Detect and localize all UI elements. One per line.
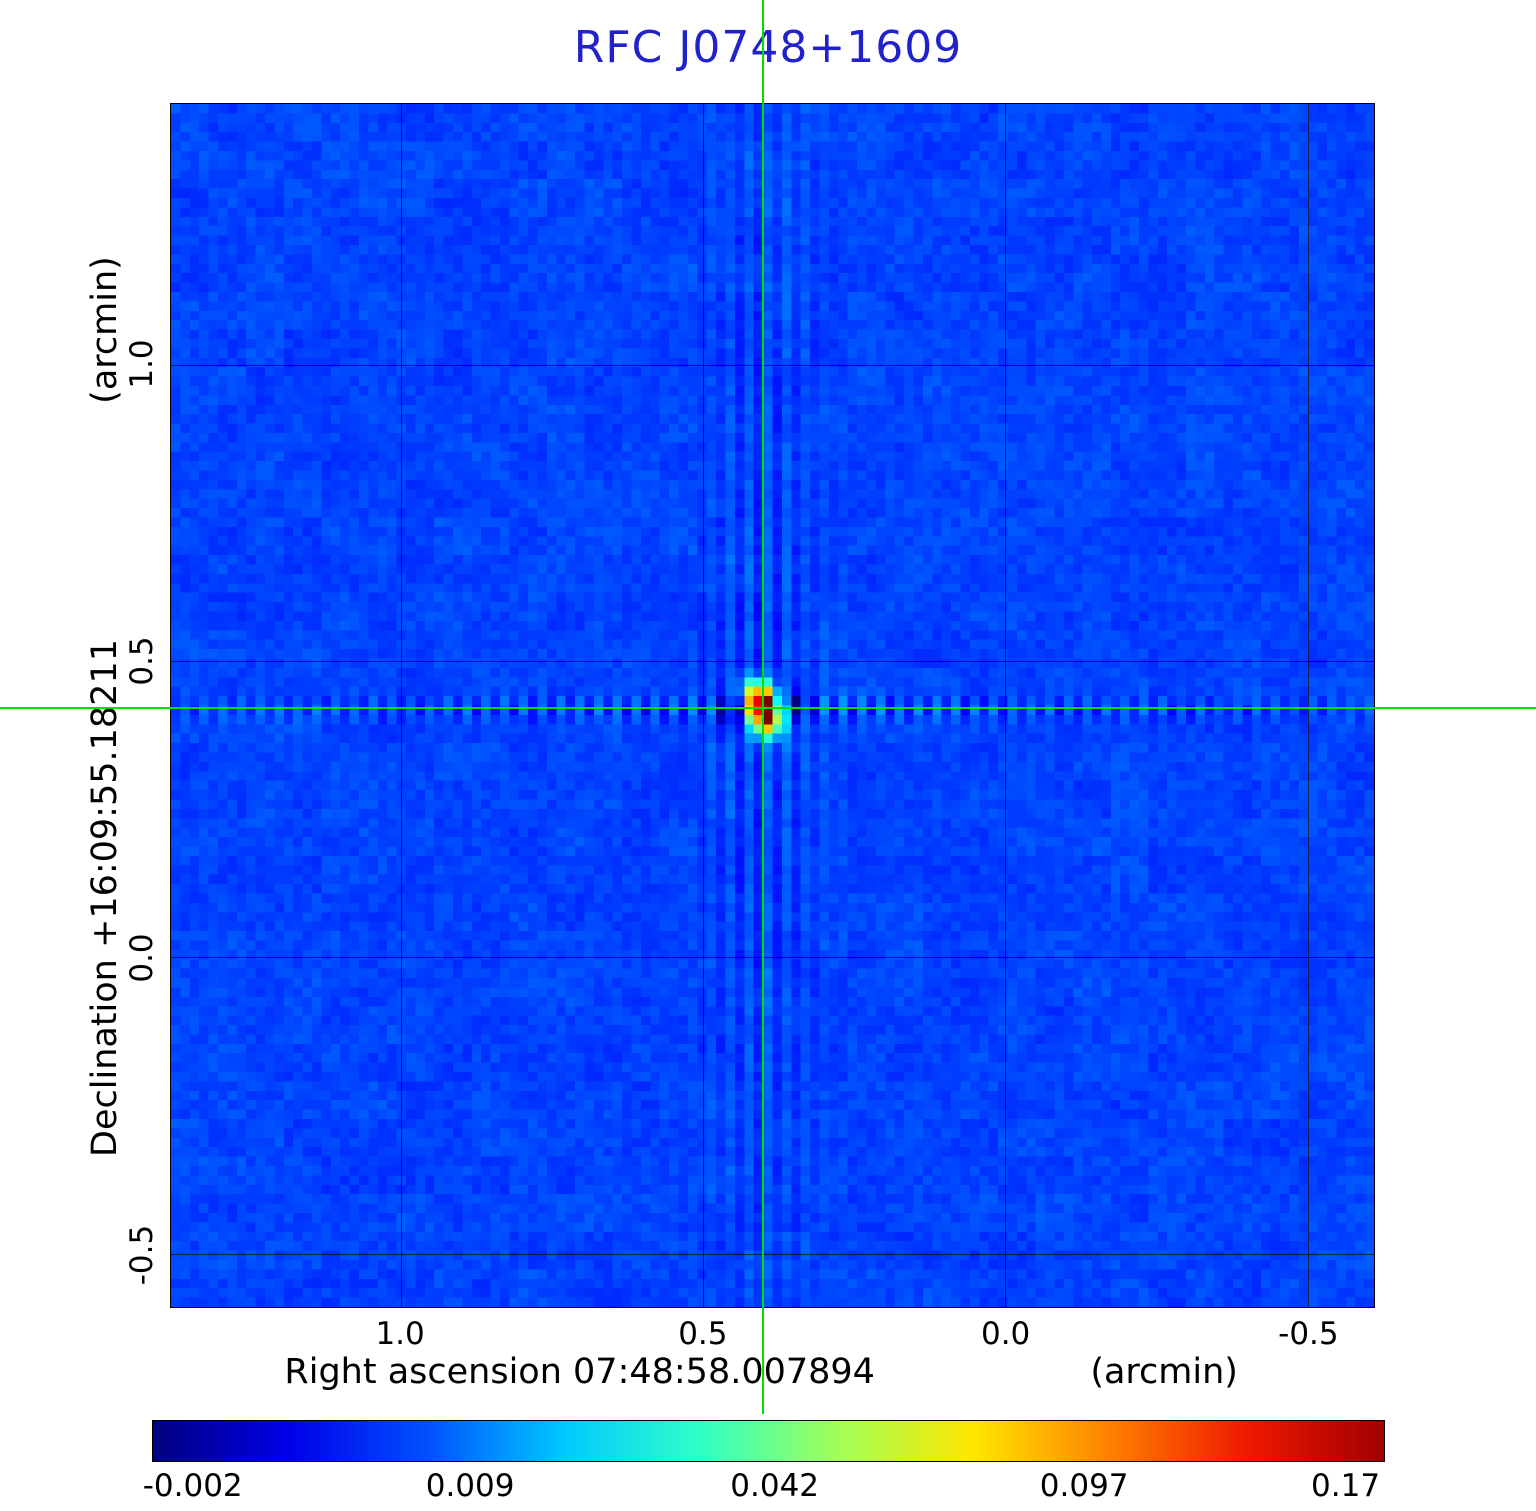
y-tick-label: 0.5 xyxy=(124,636,160,686)
x-tick-label: 0.0 xyxy=(980,1316,1031,1352)
radio-map-canvas xyxy=(171,104,1374,1307)
y-tick-labels: 1.0 0.5 0.0 -0.5 xyxy=(120,103,164,1308)
colorbar-tick-labels: -0.002 0.009 0.042 0.097 0.17 xyxy=(143,1468,1385,1506)
y-tick-label: 0.0 xyxy=(124,933,160,983)
x-tick-label: 1.0 xyxy=(375,1316,425,1352)
y-tick-label: -0.5 xyxy=(124,1224,160,1285)
x-tick-label: -0.5 xyxy=(1278,1316,1339,1352)
colorbar-tick-label: 0.009 xyxy=(425,1468,515,1504)
crosshair-horizontal-line xyxy=(0,707,1536,710)
chart-title: RFC J0748+1609 xyxy=(573,22,963,73)
x-axis-title: Right ascension 07:48:58.007894 xyxy=(284,1352,875,1392)
x-axis-label: Right ascension 07:48:58.007894 (arcmin) xyxy=(170,1352,1375,1398)
gridline-vertical xyxy=(1307,104,1309,1307)
y-axis-title: Declination +16:09:55.18211 xyxy=(85,639,125,1158)
x-tick-label: 0.5 xyxy=(678,1316,728,1352)
colorbar-tick-label: 0.097 xyxy=(1039,1468,1129,1504)
y-axis-unit: (arcmin) xyxy=(85,255,125,404)
gridline-horizontal xyxy=(171,364,1374,366)
crosshair-vertical-line xyxy=(762,0,765,1414)
gridline-vertical xyxy=(1005,104,1007,1307)
gridline-horizontal xyxy=(171,1253,1374,1255)
colorbar xyxy=(152,1420,1385,1462)
gridline-horizontal xyxy=(171,661,1374,663)
x-tick-labels: 1.0 0.5 0.0 -0.5 xyxy=(170,1316,1375,1356)
gridline-vertical xyxy=(702,104,704,1307)
colorbar-tick-label: 0.042 xyxy=(730,1468,820,1504)
gridline-vertical xyxy=(400,104,402,1307)
colorbar-tick-label: 0.17 xyxy=(1311,1468,1381,1504)
plot-area xyxy=(170,103,1375,1308)
colorbar-tick-label: -0.002 xyxy=(142,1468,243,1504)
x-axis-unit: (arcmin) xyxy=(1090,1352,1238,1392)
y-tick-label: 1.0 xyxy=(124,339,160,389)
gridline-horizontal xyxy=(171,957,1374,959)
